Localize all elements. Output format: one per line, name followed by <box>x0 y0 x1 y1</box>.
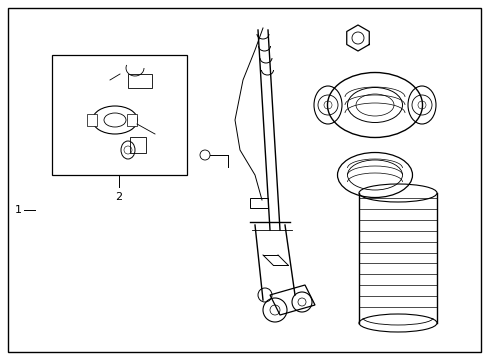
Text: 1: 1 <box>15 205 21 215</box>
Bar <box>249 198 267 208</box>
Bar <box>127 114 137 126</box>
Text: 2: 2 <box>115 192 122 202</box>
Bar <box>128 74 152 88</box>
Bar <box>130 137 146 153</box>
Bar <box>87 114 97 126</box>
Bar <box>52 55 186 175</box>
